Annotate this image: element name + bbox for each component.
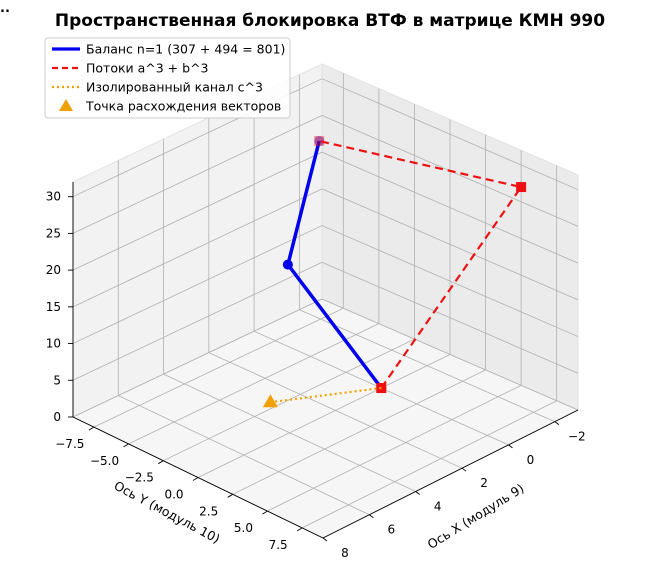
y-tick-mark [158, 460, 164, 465]
corner-mark: .. [0, 1, 10, 16]
y-tick-label: −2.5 [125, 471, 154, 485]
y-tick-mark [192, 477, 199, 481]
legend-frame [44, 37, 291, 119]
series-0-point-1 [282, 259, 293, 270]
z-tick-label: 30 [46, 190, 61, 204]
x-axis-line [322, 409, 579, 539]
x-tick-mark [461, 467, 467, 472]
grid-line-y-floor [163, 338, 415, 462]
z-tick-label: 10 [46, 337, 61, 351]
x-tick-mark [508, 444, 513, 449]
legend: Баланс n=1 (307 + 494 = 801) Потоки a^3 +… [44, 37, 291, 119]
legend-label-1: Потоки a^3 + b^3 [86, 61, 209, 76]
grid-line-z-right [321, 298, 579, 411]
z-tick-label: 0 [53, 410, 61, 424]
series-1-point-1 [516, 182, 527, 193]
grid-line-z-left [72, 298, 323, 418]
y-tick-mark [88, 426, 95, 431]
x-tick-label: −2 [568, 430, 586, 444]
series-line-2 [270, 386, 382, 404]
y-tick-mark [227, 493, 233, 498]
grid-line-z-right [321, 151, 579, 264]
y-tick-label: 2.5 [199, 504, 218, 518]
y-tick-label: 7.5 [269, 538, 288, 552]
grid-line-z-left [72, 261, 323, 381]
grid-line-z-right [321, 188, 579, 301]
series-line-1 [318, 139, 523, 389]
series-3-point-0 [262, 394, 278, 408]
data-series [262, 135, 527, 408]
grid-line-z-left [72, 151, 323, 271]
x-tick-label: 8 [341, 546, 349, 560]
grid-line-z-left [72, 115, 323, 234]
z-tick-label: 20 [46, 263, 61, 277]
grid-line-y-floor [301, 400, 557, 529]
x-tick-mark [369, 514, 374, 519]
z-tick-label: 15 [46, 300, 61, 314]
grid-line-z-left [72, 188, 323, 308]
y-tick-label: 5.0 [234, 521, 253, 535]
grid-line-y-floor [128, 323, 380, 445]
y-tick-label: −7.5 [55, 437, 84, 451]
y-tick-label: 0.0 [164, 488, 183, 502]
series-0-point-2 [314, 135, 325, 146]
x-tick-mark [322, 537, 328, 542]
tick-labels: −2 0 2 4 6 8 −7.5 −5.0 −2.5 0.0 2.5 5.0 7.5 0 5 10 15 20 2… [46, 190, 586, 560]
x-tick-label: 4 [434, 499, 442, 513]
legend-label-3: Точка расхождения векторов [85, 99, 281, 114]
y-tick-mark [262, 510, 268, 515]
y-tick-mark [296, 527, 303, 532]
grid-line-y-floor [197, 354, 451, 478]
series-1-point-2 [314, 135, 325, 146]
z-tick-label: 5 [53, 373, 61, 387]
z-tick-label: 25 [46, 226, 61, 240]
y-tick-label: −5.0 [90, 454, 119, 468]
y-tick-mark [123, 443, 129, 448]
x-tick-label: 0 [527, 453, 535, 467]
grid-line-z-left [72, 225, 323, 344]
grid-line-y-floor [232, 369, 486, 495]
grid-line-z-right [321, 261, 579, 374]
grid-line-z-right [321, 225, 579, 337]
x-tick-label: 6 [388, 523, 396, 537]
x-tick-mark [554, 421, 560, 425]
legend-label-0: Баланс n=1 (307 + 494 = 801) [86, 42, 285, 57]
grid-line-z-right [321, 78, 579, 191]
chart-title: Пространственная блокировка ВТФ в матриц… [55, 11, 605, 31]
x-axis-label: Ось X (модуль 9) [425, 480, 527, 551]
x-tick-mark [415, 491, 420, 495]
axes-panes [71, 63, 580, 539]
legend-label-2: Изолированный канал c^3 [86, 80, 263, 95]
grid-line-y-floor [267, 384, 522, 512]
x-tick-label: 2 [480, 476, 488, 490]
grid-line-y-floor [93, 307, 344, 428]
legend-swatch-3 [59, 99, 73, 111]
